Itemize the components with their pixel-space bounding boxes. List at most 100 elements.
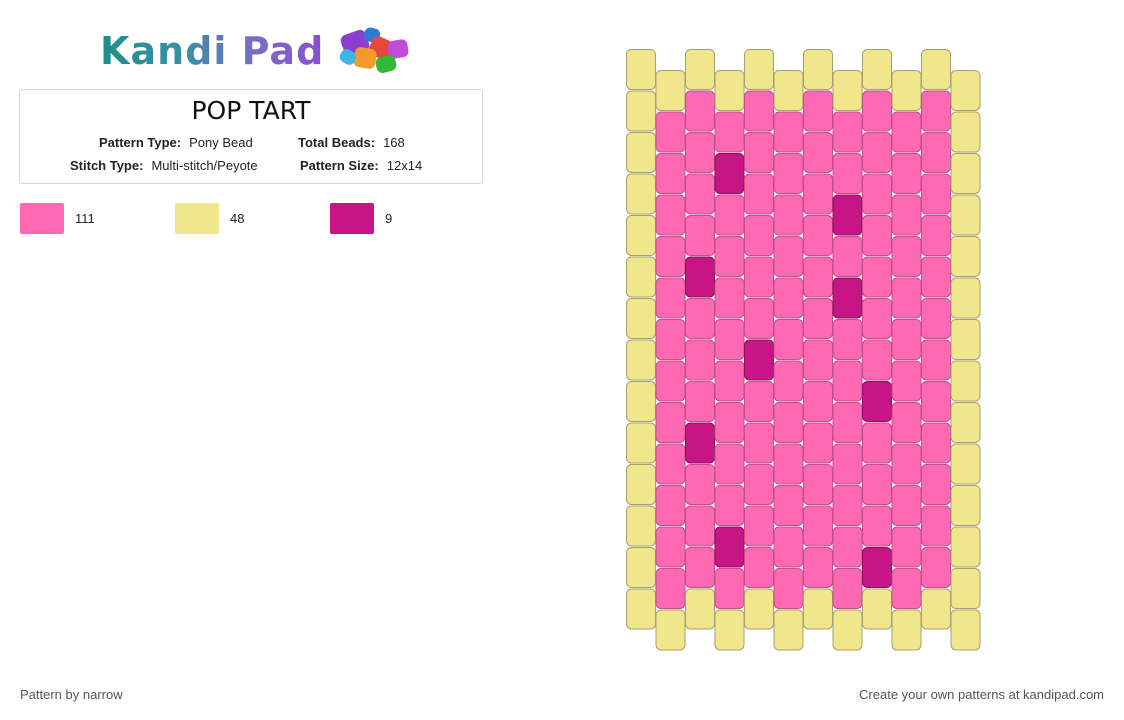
bead	[891, 194, 922, 236]
stitch-type-value: Multi-stitch/Peyote	[151, 158, 258, 173]
pattern-type-label: Pattern Type:	[99, 135, 182, 150]
bead	[744, 381, 774, 422]
bead	[803, 339, 833, 381]
bead	[685, 256, 715, 298]
bead	[950, 485, 981, 526]
bead	[921, 464, 951, 505]
bead	[950, 568, 981, 609]
bead	[921, 132, 951, 173]
bead	[655, 111, 686, 153]
bead	[773, 443, 804, 485]
bead	[921, 339, 951, 381]
bead	[773, 402, 804, 443]
bead	[891, 70, 922, 111]
bead	[862, 588, 892, 630]
bead	[803, 381, 833, 422]
bead	[862, 90, 892, 132]
bead	[862, 49, 892, 90]
stitch-type: Stitch Type: Multi-stitch/Peyote	[70, 158, 258, 173]
pattern-size-value: 12x14	[386, 158, 423, 173]
bead	[626, 422, 656, 464]
bead	[832, 236, 863, 277]
bead	[685, 49, 715, 90]
bead	[803, 464, 833, 505]
bead	[832, 111, 863, 153]
bead	[950, 443, 981, 485]
bead	[773, 194, 804, 236]
bead	[862, 547, 892, 588]
bead	[832, 443, 863, 485]
bead	[921, 381, 951, 422]
bead	[744, 173, 774, 215]
bead	[655, 402, 686, 443]
bead	[655, 277, 686, 319]
bead	[714, 443, 745, 485]
bead	[714, 236, 745, 277]
bead	[921, 256, 951, 298]
bead	[714, 111, 745, 153]
bead	[832, 277, 863, 319]
bead	[714, 485, 745, 526]
bead	[773, 526, 804, 568]
bead	[950, 277, 981, 319]
bead	[744, 90, 774, 132]
bead	[773, 70, 804, 111]
bead	[744, 256, 774, 298]
bead	[744, 588, 774, 630]
pattern-size-label: Pattern Size:	[300, 158, 379, 173]
bead	[626, 132, 656, 173]
bead	[773, 319, 804, 360]
bead	[626, 339, 656, 381]
stitch-type-label: Stitch Type:	[70, 158, 144, 173]
bead	[950, 319, 981, 360]
bead	[685, 381, 715, 422]
pattern-info-card: POP TART Pattern Type: Pony Bead Total Be…	[19, 89, 483, 184]
bead	[714, 402, 745, 443]
bead	[803, 256, 833, 298]
footer-cta-link[interactable]: Create your own patterns at kandipad.com	[859, 687, 1104, 702]
bead	[950, 360, 981, 402]
bead	[921, 49, 951, 90]
bead	[862, 132, 892, 173]
bead	[626, 49, 656, 90]
bead	[950, 402, 981, 443]
bead	[685, 464, 715, 505]
bead	[832, 485, 863, 526]
bead	[744, 422, 774, 464]
bead	[714, 319, 745, 360]
bead	[773, 111, 804, 153]
bead	[950, 526, 981, 568]
bead	[832, 70, 863, 111]
kandi-pad-logo[interactable]: Kandi Pad	[100, 26, 414, 76]
bead	[921, 547, 951, 588]
bead-pattern-grid	[626, 49, 981, 651]
bead	[714, 609, 745, 651]
bead	[773, 609, 804, 651]
pattern-size: Pattern Size: 12x14	[300, 158, 422, 173]
legend-count-magenta: 9	[385, 211, 393, 226]
bead	[714, 568, 745, 609]
bead	[744, 505, 774, 547]
bead	[655, 443, 686, 485]
bead	[950, 609, 981, 651]
legend-swatch-pink	[20, 203, 64, 234]
bead	[862, 464, 892, 505]
bead	[803, 298, 833, 339]
bead	[655, 568, 686, 609]
bead	[626, 547, 656, 588]
bead	[891, 485, 922, 526]
bead	[626, 381, 656, 422]
bead	[655, 70, 686, 111]
bead	[744, 298, 774, 339]
bead	[803, 588, 833, 630]
bead	[862, 256, 892, 298]
bead	[862, 298, 892, 339]
bead	[655, 319, 686, 360]
bead	[832, 319, 863, 360]
bead	[685, 90, 715, 132]
legend-count-yellow: 48	[230, 211, 245, 226]
bead	[655, 526, 686, 568]
bead	[803, 132, 833, 173]
bead	[685, 132, 715, 173]
beads-icon	[336, 26, 414, 76]
